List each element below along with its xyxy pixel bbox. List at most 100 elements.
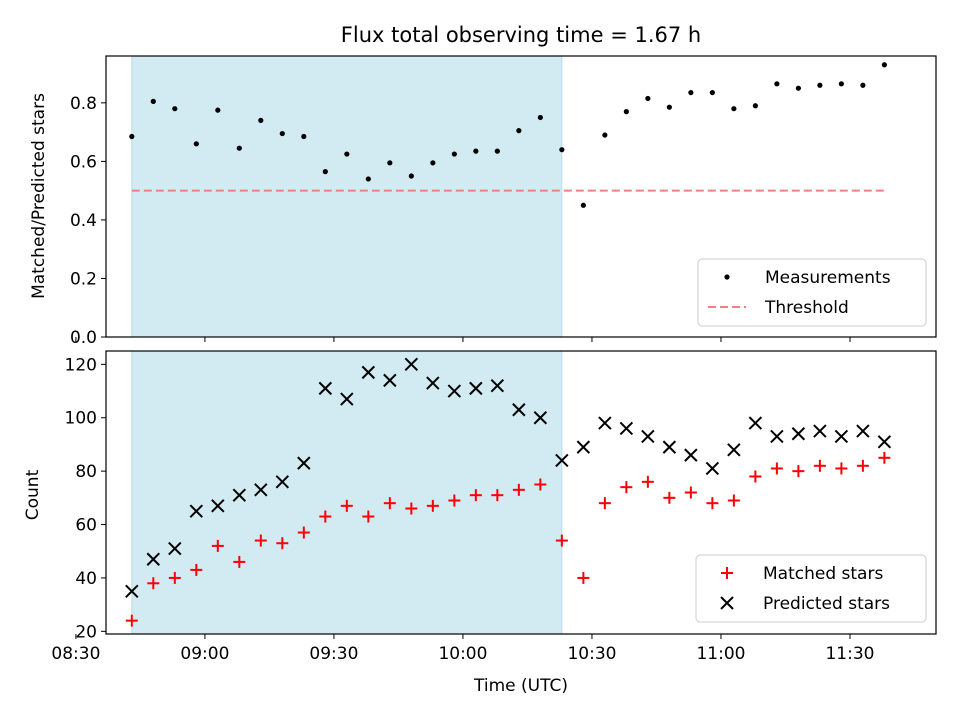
matched-star-point xyxy=(147,577,160,590)
matched-star-point xyxy=(792,465,805,478)
measurement-point xyxy=(344,151,350,157)
measurement-point xyxy=(516,128,522,134)
bottom-ytick-label: 60 xyxy=(75,516,97,536)
predicted-star-point xyxy=(361,365,376,380)
xtick-label: 09:30 xyxy=(309,644,358,664)
top-shaded-span xyxy=(131,55,563,338)
matched-star-point xyxy=(835,462,848,475)
matched-star-point xyxy=(125,614,138,627)
predicted-star-point xyxy=(275,475,290,489)
bottom-ytick-label: 80 xyxy=(75,462,97,482)
top-legend: Measurements Threshold xyxy=(697,258,927,327)
matched-star-point xyxy=(233,555,246,568)
measurement-point xyxy=(215,107,221,113)
predicted-star-point xyxy=(813,424,827,438)
legend-measurements-marker xyxy=(724,274,730,280)
xtick-label: 08:30 xyxy=(51,644,100,664)
measurement-point xyxy=(537,114,543,121)
predicted-star-point xyxy=(705,461,720,476)
measurement-point xyxy=(258,117,264,123)
predicted-star-point xyxy=(619,421,634,436)
x-axis-label: Time (UTC) xyxy=(473,676,568,696)
top-ytick-label: 0.8 xyxy=(70,94,97,114)
matched-star-point xyxy=(190,563,203,576)
predicted-star-point xyxy=(791,427,806,441)
legend-predicted-marker xyxy=(720,596,734,610)
predicted-star-point xyxy=(684,448,698,462)
measurement-point xyxy=(817,82,823,88)
predicted-star-point xyxy=(856,424,870,438)
predicted-star-point xyxy=(727,443,741,457)
matched-star-point xyxy=(555,534,568,547)
measurement-point xyxy=(129,133,135,140)
chart-title: Flux total observing time = 1.67 h xyxy=(341,23,701,47)
measurement-point xyxy=(881,62,887,68)
measurement-point xyxy=(666,104,672,110)
matched-star-point xyxy=(297,526,310,539)
predicted-star-point xyxy=(232,488,247,502)
top-legend-frame xyxy=(697,258,927,327)
legend-matched-marker xyxy=(721,567,733,579)
measurement-point xyxy=(279,130,285,137)
matched-star-point xyxy=(254,534,267,547)
matched-star-point xyxy=(211,539,224,552)
xtick-label: 11:30 xyxy=(825,644,874,664)
measurement-point xyxy=(860,82,866,88)
measurement-point xyxy=(709,89,715,96)
measurement-point xyxy=(494,148,500,154)
matched-star-point xyxy=(598,497,611,510)
matched-star-point xyxy=(878,451,891,464)
top-panel: 0.0 0.2 0.4 0.6 0.8 xyxy=(70,55,937,348)
measurement-point xyxy=(774,81,780,87)
measurement-point xyxy=(430,160,436,166)
top-y-axis-label: Matched/Predicted stars xyxy=(29,93,49,299)
matched-star-point xyxy=(641,475,654,488)
matched-star-point xyxy=(620,481,633,494)
measurement-point xyxy=(838,81,844,87)
predicted-star-point xyxy=(877,435,892,449)
measurement-point xyxy=(559,147,565,153)
matched-star-point xyxy=(512,483,525,496)
predicted-star-point xyxy=(125,584,139,598)
measurement-point xyxy=(387,160,393,166)
bottom-y-axis-label: Count xyxy=(23,469,43,520)
matched-star-point xyxy=(663,491,676,504)
matched-star-point xyxy=(383,497,396,510)
matched-star-point xyxy=(405,502,418,515)
predicted-star-point xyxy=(168,541,182,556)
measurement-point xyxy=(473,148,479,154)
bottom-ytick-label: 20 xyxy=(75,622,97,642)
bottom-ytick-label: 120 xyxy=(65,355,97,375)
predicted-star-point xyxy=(297,456,311,470)
predicted-star-point xyxy=(533,411,548,425)
predicted-star-point xyxy=(340,392,354,406)
measurement-point xyxy=(408,173,414,179)
xtick-label: 09:00 xyxy=(180,644,229,664)
predicted-star-point xyxy=(426,376,440,390)
predicted-star-point xyxy=(211,499,225,513)
measurement-point xyxy=(322,169,328,175)
top-ytick-label: 0.2 xyxy=(70,269,97,289)
matched-star-point xyxy=(534,478,547,491)
measurement-point xyxy=(150,98,156,104)
predicted-star-point xyxy=(512,403,526,417)
matched-star-point xyxy=(749,470,762,483)
matched-star-point xyxy=(727,494,740,507)
predicted-star-point xyxy=(576,440,591,454)
predicted-star-point xyxy=(383,373,397,388)
measurement-point xyxy=(623,109,629,115)
predicted-star-point xyxy=(555,453,569,468)
xtick-label: 11:00 xyxy=(696,644,745,664)
measurement-point xyxy=(752,103,758,109)
matched-star-point xyxy=(168,571,181,584)
bottom-ytick-label: 100 xyxy=(65,409,97,429)
top-ytick-label: 0.4 xyxy=(70,211,97,231)
measurement-point xyxy=(236,145,242,151)
predicted-star-point xyxy=(189,504,204,518)
measurement-point xyxy=(602,132,608,138)
measurement-point xyxy=(172,106,178,112)
measurement-point xyxy=(795,85,801,91)
predicted-star-point xyxy=(748,416,763,430)
predicted-star-point xyxy=(598,416,612,430)
